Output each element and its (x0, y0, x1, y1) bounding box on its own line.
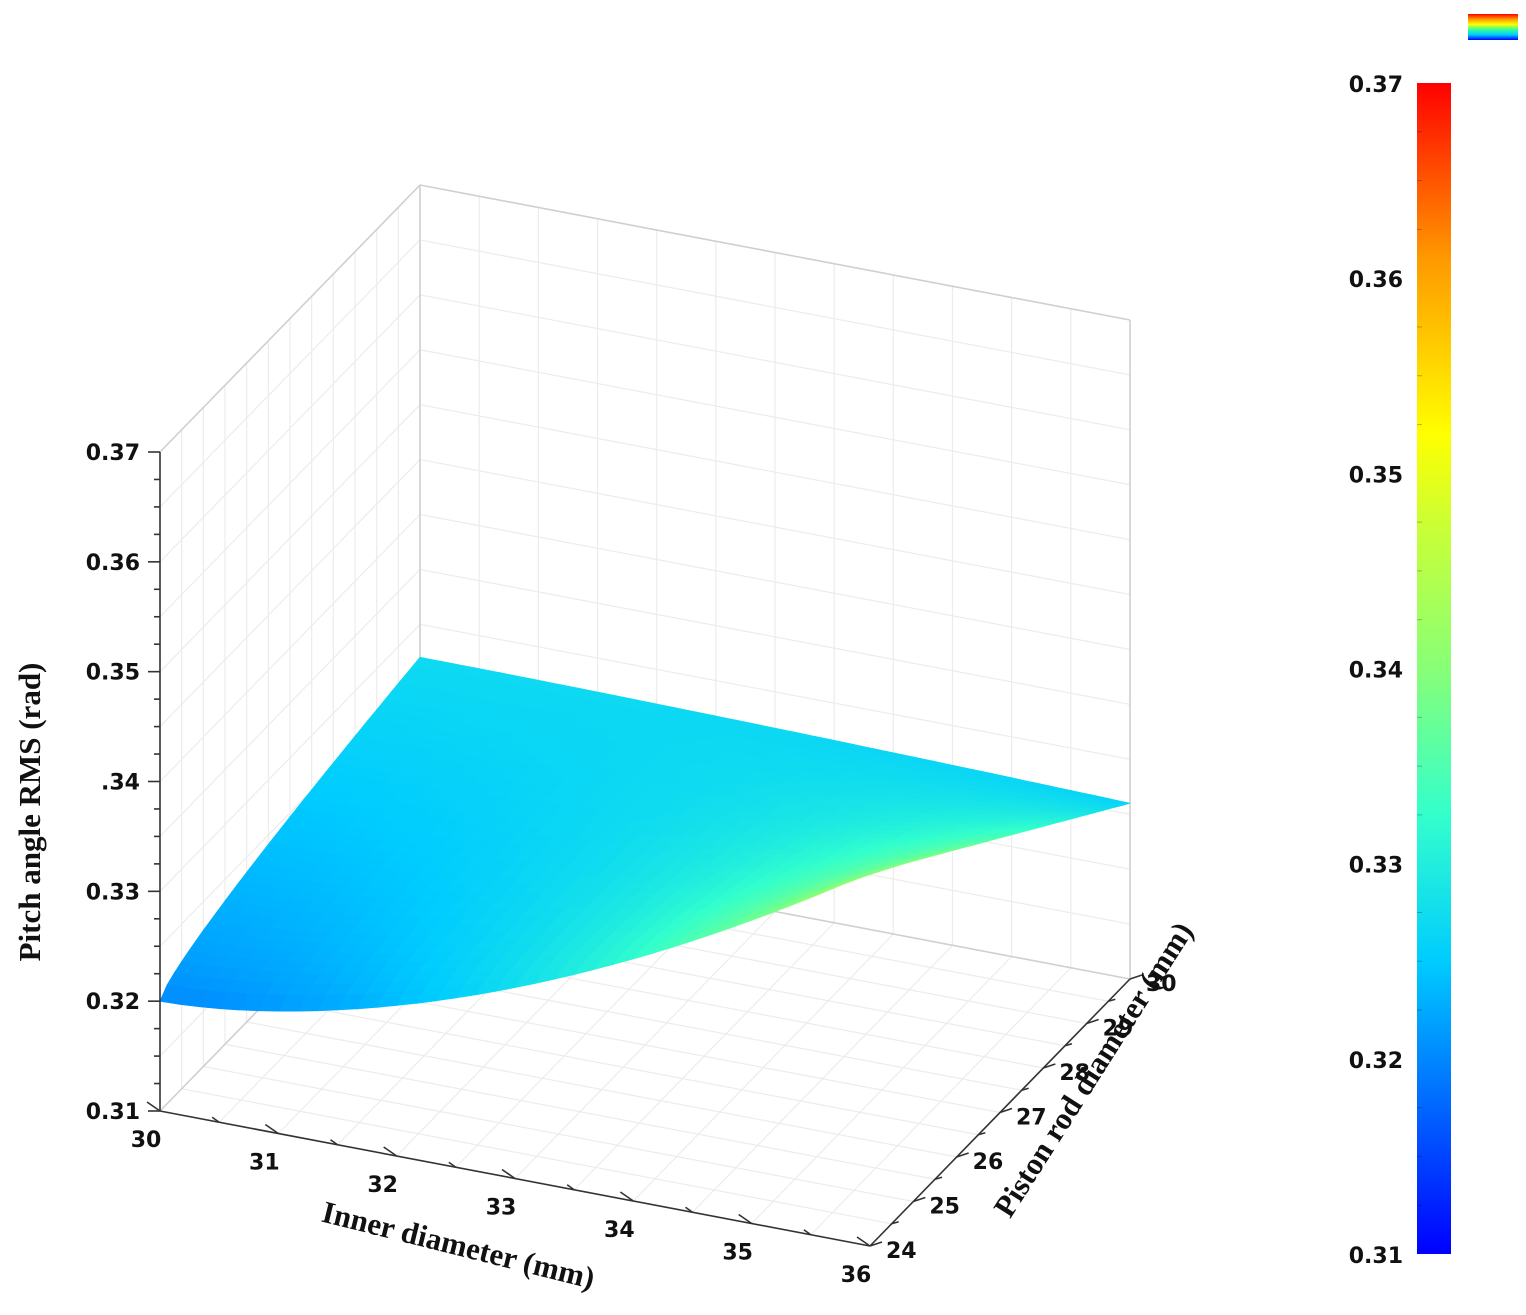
y-major-tick (913, 1196, 926, 1203)
gridline (514, 911, 776, 1179)
y-tick-label: 27 (1016, 1106, 1047, 1131)
x-tick-label: 32 (367, 1173, 398, 1198)
x-minor-tick (803, 1229, 812, 1236)
gridline (692, 944, 953, 1213)
colorbar: 0.31 0.32 0.33 0.34 0.35 0.36 0.37 (1349, 73, 1451, 1269)
gridline (632, 933, 894, 1202)
z-tick-label: .34 (101, 771, 140, 796)
colorbar-tick-label: 0.35 (1349, 463, 1403, 488)
y-tick-label: 30 (1146, 972, 1177, 997)
colormap-icon (1468, 14, 1518, 40)
x-tick-label: 36 (841, 1263, 872, 1288)
tick-labels: 0.31 0.32 0.33 .34 0.35 0.36 0.37 30 31 32 33 34 35 3… (86, 441, 1177, 1288)
colorbar-gradient (1417, 83, 1451, 1254)
x-major-tick (619, 1191, 634, 1202)
x-tick-label: 34 (604, 1218, 635, 1243)
y-minor-tick (934, 1176, 943, 1181)
z-tick-label: 0.36 (86, 551, 140, 576)
frame-edge (159, 184, 421, 453)
z-axis-title: Pitch angle RMS (rad) (12, 663, 47, 962)
gridline (810, 967, 1072, 1236)
y-major-tick (956, 1152, 969, 1158)
x-minor-tick (448, 1161, 457, 1168)
y-minor-tick (978, 1131, 986, 1136)
colorbar-tick-label: 0.34 (1349, 659, 1403, 684)
y-minor-tick (1021, 1087, 1029, 1092)
x-major-tick (738, 1213, 753, 1225)
x-minor-tick (211, 1116, 220, 1123)
y-major-tick (1086, 1018, 1099, 1025)
x-major-tick (264, 1123, 279, 1135)
z-tick-label: 0.35 (86, 661, 140, 686)
colorbar-tick-label: 0.36 (1349, 268, 1403, 293)
gridline (573, 922, 835, 1191)
frame-edge (419, 184, 1131, 321)
y-minor-tick (1108, 998, 1116, 1003)
y-major-tick (1129, 974, 1143, 980)
x-tick-label: 33 (486, 1196, 517, 1221)
x-major-tick (501, 1168, 516, 1180)
colorbar-tick-label: 0.31 (1349, 1244, 1403, 1269)
axis-lines (146, 451, 1143, 1247)
y-minor-tick (891, 1220, 899, 1225)
x-tick-label: 31 (249, 1151, 280, 1176)
z-tick-label: 0.37 (86, 441, 140, 466)
y-tick-label: 25 (929, 1195, 960, 1220)
z-tick-label: 0.33 (86, 880, 140, 905)
x-minor-tick (566, 1184, 575, 1191)
x-minor-tick (685, 1206, 693, 1213)
x-tick-label: 35 (722, 1241, 753, 1266)
y-major-tick (869, 1241, 883, 1247)
y-tick-label: 29 (1103, 1017, 1134, 1042)
x-major-tick (383, 1146, 398, 1157)
colorbar-tick-label: 0.37 (1349, 73, 1403, 98)
x-major-tick (856, 1236, 871, 1247)
colorbar-tick-label: 0.33 (1349, 854, 1403, 879)
surface-mesh (159, 656, 1131, 1012)
gridline (751, 956, 1013, 1224)
z-tick-label: 0.32 (86, 990, 140, 1015)
z-tick-label: 0.31 (86, 1100, 140, 1125)
y-major-tick (1043, 1063, 1056, 1069)
x-major-tick (146, 1101, 161, 1112)
y-tick-label: 24 (886, 1239, 917, 1264)
y-major-tick (999, 1107, 1013, 1114)
y-tick-label: 26 (973, 1150, 1004, 1175)
x-tick-label: 30 (131, 1128, 162, 1153)
y-tick-label: 28 (1059, 1061, 1090, 1086)
x-axis-title: Inner diameter (mm) (319, 1194, 599, 1296)
surface-patch (159, 984, 188, 1005)
colorbar-tick-label: 0.32 (1349, 1049, 1403, 1074)
colorbar-ticks: 0.31 0.32 0.33 0.34 0.35 0.36 0.37 (1349, 73, 1422, 1269)
x-minor-tick (330, 1139, 338, 1146)
y-minor-tick (1064, 1042, 1073, 1047)
y-axis-title: Piston rod diameter (mm) (986, 916, 1199, 1224)
